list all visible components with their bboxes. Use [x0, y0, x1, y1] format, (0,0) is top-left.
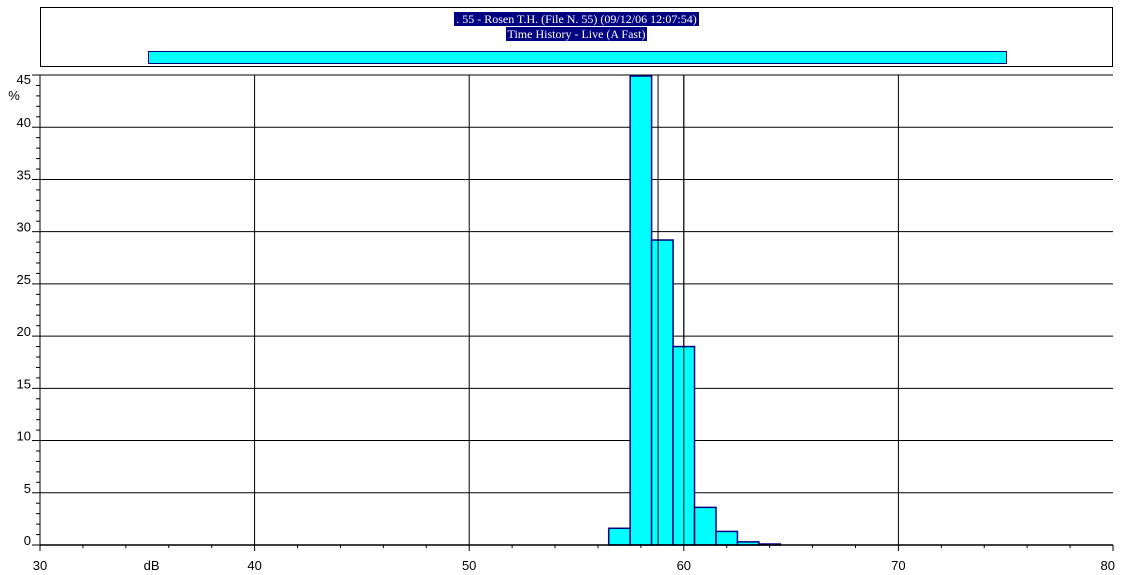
histogram-bar: [715, 530, 739, 546]
chart-title-line1: . 55 - Rosen T.H. (File N. 55) (09/12/06…: [454, 12, 699, 26]
labels-layer: 0 5 10 15 20 25 30 35 40 45 30 40 50 60 70 80% dB: [8, 72, 1115, 573]
x-tick-label: 60: [677, 558, 691, 573]
x-tick-label: 30: [33, 558, 47, 573]
axes-layer: [32, 74, 1114, 551]
chart-subtitle: Time History - Live (A Fast): [41, 27, 1112, 41]
x-tick-label: 80: [1101, 558, 1115, 573]
y-tick-label: 25: [17, 272, 31, 287]
chart-title-line2: Time History - Live (A Fast): [505, 27, 648, 41]
y-tick-label: 20: [17, 324, 31, 339]
chart-header-panel: . 55 - Rosen T.H. (File N. 55) (09/12/06…: [40, 7, 1113, 67]
x-axis-label: dB: [144, 558, 160, 573]
y-axis-label: %: [8, 88, 20, 103]
histogram-bar: [607, 527, 631, 546]
y-tick-label: 5: [24, 481, 31, 496]
chart-title: . 55 - Rosen T.H. (File N. 55) (09/12/06…: [41, 12, 1112, 26]
x-tick-label: 70: [891, 558, 905, 573]
x-tick-label: 40: [247, 558, 261, 573]
grid-layer: [40, 74, 1113, 545]
y-tick-label: 10: [17, 429, 31, 444]
histogram-bar: [693, 506, 717, 546]
y-tick-label: 0: [24, 533, 31, 548]
histogram-bar: [629, 75, 653, 546]
y-tick-label: 15: [17, 376, 31, 391]
y-tick-label: 45: [17, 72, 31, 87]
y-tick-label: 35: [17, 167, 31, 182]
level-range-bar: [148, 51, 1007, 64]
bars-layer: [607, 75, 782, 546]
histogram-bar: [650, 239, 674, 546]
x-tick-label: 50: [462, 558, 476, 573]
y-tick-label: 40: [17, 115, 31, 130]
y-tick-label: 30: [17, 220, 31, 235]
markers-layer: [657, 75, 685, 545]
